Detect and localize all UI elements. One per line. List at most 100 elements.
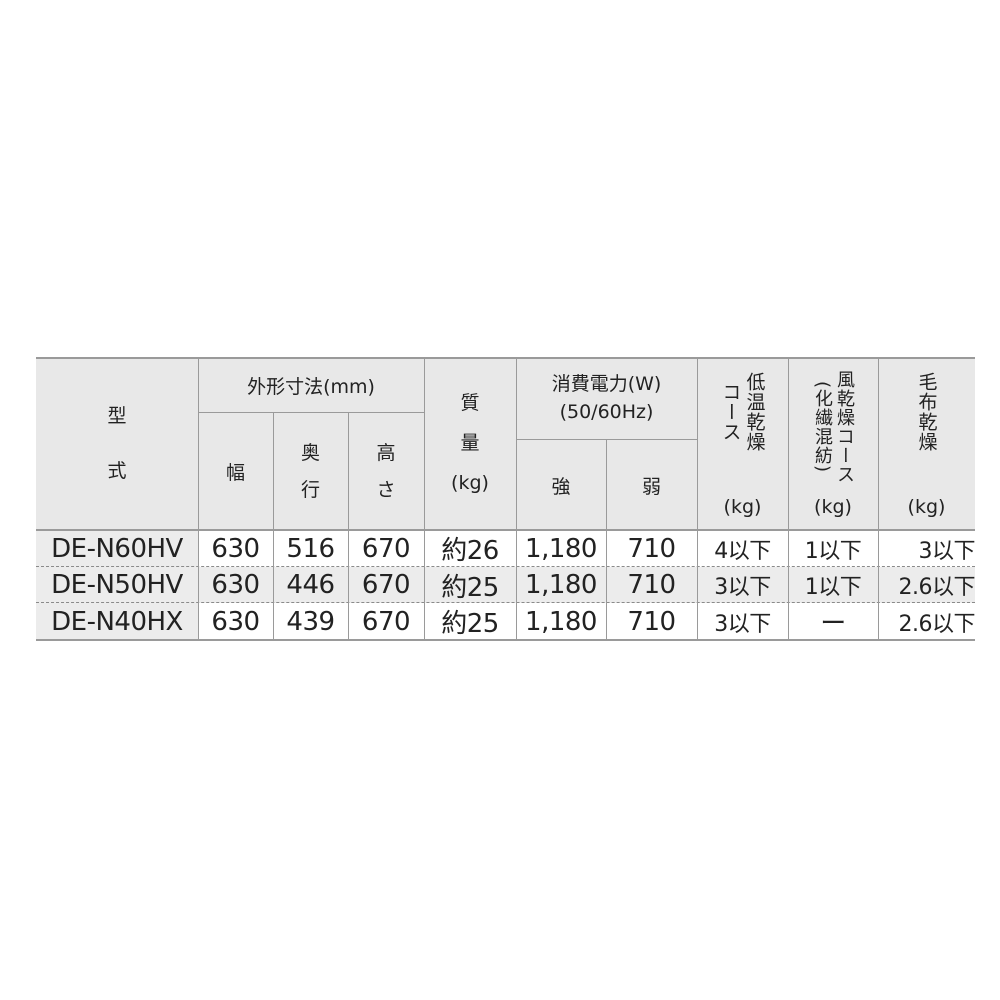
cell-wind: 1以下 (788, 530, 878, 567)
header-low-temp: 低温乾燥 コース (kg) (697, 358, 788, 530)
cell-wind: ー (788, 603, 878, 640)
cell-value: 1以下 (804, 538, 862, 564)
header-text: 消費電力(W) (551, 373, 662, 396)
header-height: 高さ (348, 413, 424, 530)
cell-value: ー (820, 609, 846, 639)
column-divider (878, 358, 879, 640)
cell-low-temp: 3以下 (697, 567, 788, 603)
column-divider (697, 358, 698, 640)
header-text: 強 (551, 475, 571, 498)
header-text: 風乾燥コース (834, 370, 855, 484)
header-depth: 奥行 (273, 413, 348, 530)
column-divider (198, 358, 199, 640)
column-divider (273, 413, 274, 640)
header-strong: 強 (516, 440, 606, 530)
cell-strong: 1,180 (516, 530, 606, 567)
cell-value: 439 (286, 606, 335, 637)
header-width: 幅 (198, 413, 273, 530)
cell-value: 630 (211, 606, 260, 637)
cell-weak: 710 (606, 603, 697, 640)
cell-height: 670 (348, 603, 424, 640)
cell-value: 1以下 (804, 575, 862, 600)
cell-value: 670 (361, 606, 411, 637)
cell-mass: 約25 (424, 603, 516, 640)
cell-depth: 439 (273, 603, 348, 640)
header-text: 式 (107, 460, 127, 482)
header-unit: (kg) (907, 496, 946, 518)
cell-depth: 446 (273, 567, 348, 603)
cell-model: DE-N60HV (36, 530, 198, 567)
cell-mass: 約26 (424, 530, 516, 567)
header-text: 幅 (225, 462, 245, 484)
cell-value: 1,180 (525, 533, 597, 564)
cell-value: 670 (361, 533, 411, 564)
cell-width: 630 (198, 603, 273, 640)
header-text: 外形寸法(mm) (247, 376, 375, 398)
cell-value: 710 (627, 606, 676, 637)
cell-value: 3以下 (918, 538, 976, 564)
cell-strong: 1,180 (516, 567, 606, 603)
cell-value: DE-N40HX (51, 606, 183, 637)
cell-model: DE-N50HV (36, 567, 198, 603)
cell-low-temp: 4以下 (697, 530, 788, 567)
cell-depth: 516 (273, 530, 348, 567)
cell-low-temp: 3以下 (697, 603, 788, 640)
header-text: 奥 (300, 442, 320, 465)
cell-model: DE-N40HX (36, 603, 198, 640)
header-wind: 風乾燥コース (化繊混紡) (kg) (788, 358, 878, 530)
cell-height: 670 (348, 567, 424, 603)
cell-width: 630 (198, 530, 273, 567)
header-mass: 質量 (kg) (424, 358, 516, 530)
cell-width: 630 (198, 567, 273, 603)
header-text: 低温乾燥 (743, 372, 766, 452)
cell-value: DE-N50HV (51, 570, 183, 600)
header-dimensions: 外形寸法(mm) (198, 358, 424, 413)
cell-value: 710 (627, 570, 676, 600)
column-divider (788, 358, 789, 640)
header-text: 行 (300, 478, 320, 501)
cell-value: DE-N60HV (51, 533, 183, 564)
cell-value: 1,180 (525, 606, 597, 637)
header-model: 型式 (36, 358, 198, 530)
cell-strong: 1,180 (516, 603, 606, 640)
header-text: 毛布乾燥 (915, 372, 938, 452)
column-divider (348, 413, 349, 640)
cell-blanket: 2.6以下 (878, 603, 976, 640)
table-border (36, 357, 975, 359)
cell-value: 4以下 (714, 538, 771, 564)
cell-value: 670 (361, 570, 411, 600)
header-text: (化繊混紡) (812, 380, 833, 474)
cell-value: 630 (211, 570, 260, 600)
cell-value: 約26 (441, 536, 499, 566)
header-text: 高 (376, 442, 396, 465)
column-divider (516, 358, 517, 640)
cell-height: 670 (348, 530, 424, 567)
cell-weak: 710 (606, 530, 697, 567)
cell-value: 710 (627, 533, 676, 564)
cell-blanket: 3以下 (878, 530, 976, 567)
header-divider (36, 529, 975, 531)
cell-blanket: 2.6以下 (878, 567, 975, 603)
cell-mass: 約25 (424, 567, 516, 603)
header-text: 質 (460, 392, 480, 415)
column-divider (606, 440, 607, 640)
header-text: コース (719, 382, 742, 442)
header-text: 弱 (641, 475, 661, 498)
subheader-divider (198, 412, 424, 413)
header-unit: (kg) (451, 471, 489, 494)
cell-value: 446 (286, 570, 335, 600)
header-power: 消費電力(W) (50/60Hz) (516, 358, 697, 440)
header-text: さ (376, 478, 396, 501)
cell-value: 約25 (441, 609, 499, 639)
header-unit: (kg) (814, 496, 852, 518)
header-unit: (kg) (723, 496, 762, 518)
cell-value: 2.6以下 (898, 575, 976, 600)
row-divider (36, 602, 975, 603)
cell-value: 3以下 (714, 611, 771, 637)
cell-value: 約25 (441, 572, 499, 603)
cell-value: 2.6以下 (898, 611, 976, 637)
header-text: 量 (460, 432, 480, 455)
subheader-divider (516, 439, 697, 440)
cell-value: 516 (286, 533, 335, 564)
cell-wind: 1以下 (788, 567, 878, 603)
